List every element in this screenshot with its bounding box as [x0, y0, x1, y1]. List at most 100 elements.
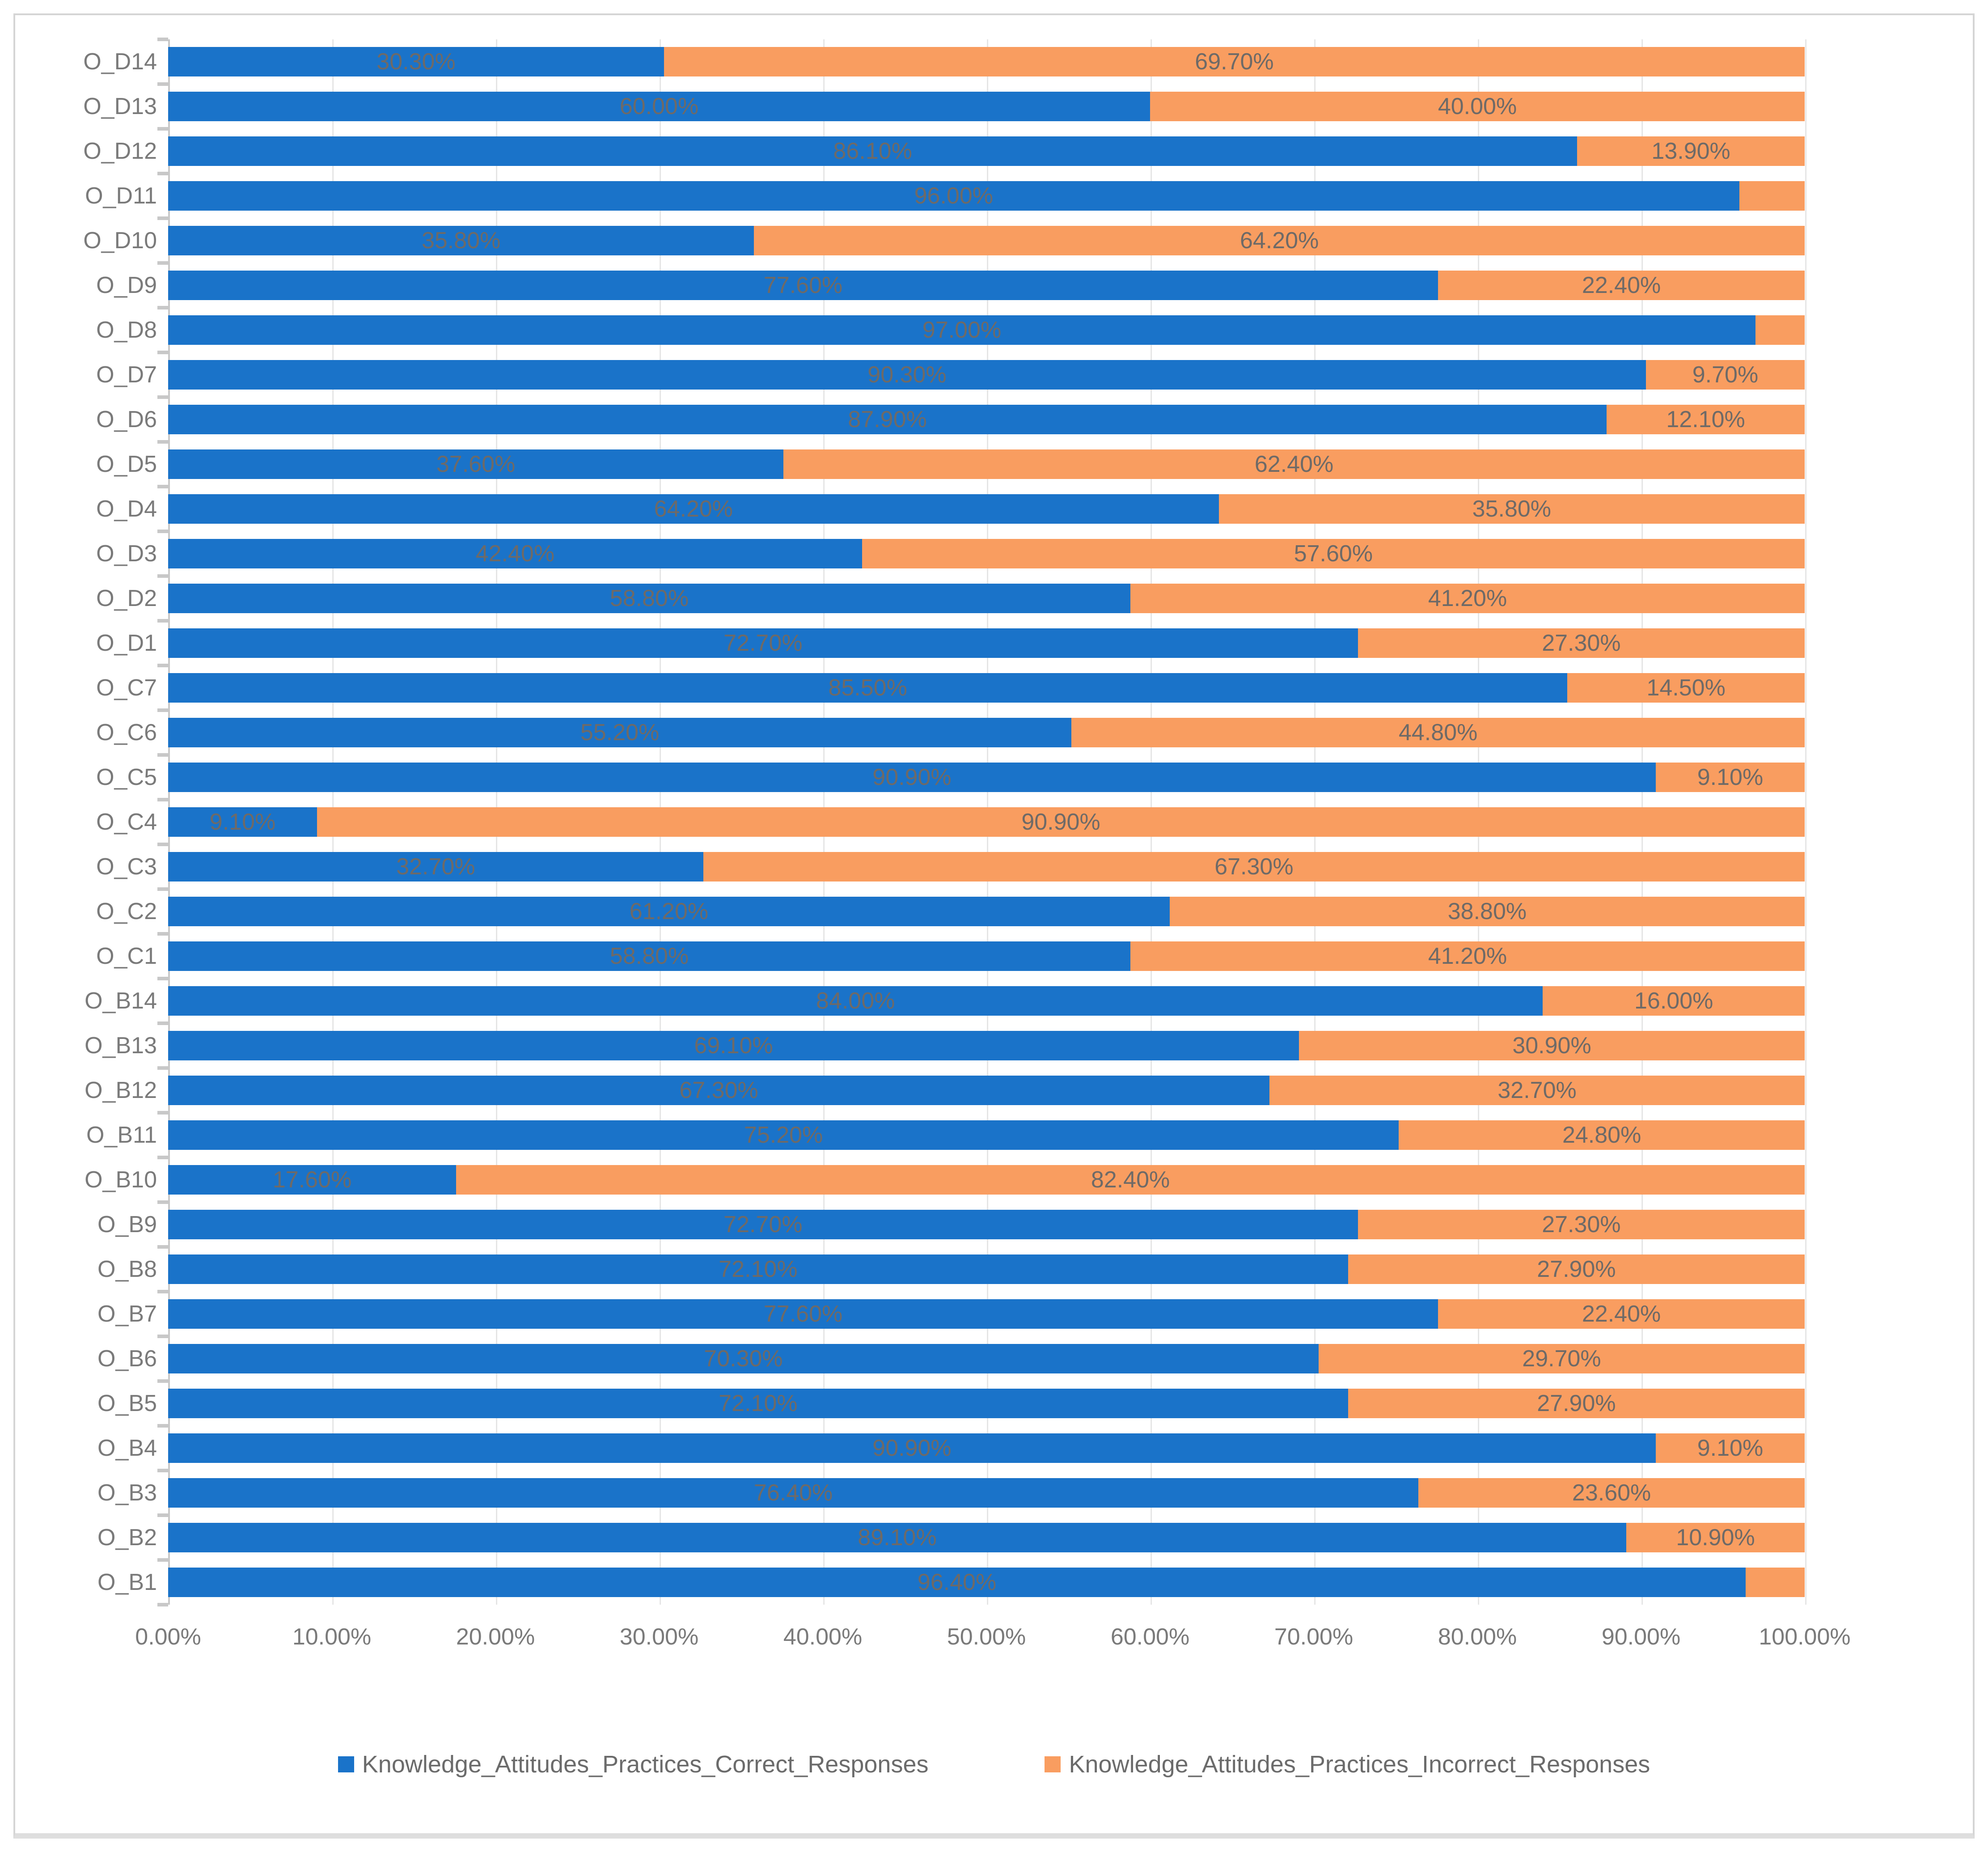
- bar-value-label: 16.00%: [1634, 988, 1713, 1014]
- bar-value-label: 85.50%: [828, 675, 907, 701]
- incorrect-bar-segment: 13.90%: [1577, 136, 1805, 166]
- x-axis-tick-label: 30.00%: [619, 1624, 699, 1650]
- correct-bar-segment: 75.20%: [168, 1120, 1399, 1150]
- bar-row: O_C1 58.80% 41.20%: [15, 934, 1973, 979]
- category-label: O_B10: [85, 1167, 157, 1193]
- category-label: O_B7: [97, 1301, 157, 1327]
- bar-row: O_D13 60.00% 40.00%: [15, 84, 1973, 129]
- bar-value-label: 90.90%: [872, 764, 952, 790]
- bar-value-label: 82.40%: [1091, 1167, 1170, 1193]
- bar-value-label: 9.10%: [1697, 764, 1764, 790]
- category-label: O_D7: [96, 362, 157, 388]
- bar-track: 42.40% 57.60%: [168, 539, 1805, 568]
- bar-track: 35.80% 64.20%: [168, 226, 1805, 255]
- bar-row: O_B12 67.30% 32.70%: [15, 1068, 1973, 1113]
- bar-value-label: 64.20%: [1239, 228, 1319, 254]
- x-axis-tick-label: 10.00%: [292, 1624, 372, 1650]
- legend-swatch-correct-icon: [338, 1756, 354, 1772]
- x-axis-tick-label: 90.00%: [1601, 1624, 1681, 1650]
- bar-value-label: 35.80%: [1472, 496, 1552, 522]
- incorrect-bar-segment: 38.80%: [1169, 897, 1805, 926]
- bar-value-label: 72.70%: [723, 1212, 803, 1237]
- bar-value-label: 27.30%: [1542, 630, 1621, 656]
- bar-value-label: 22.40%: [1582, 1301, 1661, 1327]
- correct-bar-segment: 58.80%: [168, 584, 1131, 613]
- incorrect-bar-segment: [1746, 1568, 1805, 1597]
- x-axis-tick-label: 60.00%: [1110, 1624, 1190, 1650]
- x-axis-tick-label: 80.00%: [1438, 1624, 1517, 1650]
- bar-value-label: 37.60%: [436, 451, 516, 477]
- incorrect-bar-segment: 10.90%: [1626, 1523, 1805, 1552]
- bar-row: O_D1 72.70% 27.30%: [15, 621, 1973, 665]
- bar-value-label: 30.30%: [376, 49, 456, 75]
- category-label: O_B5: [97, 1390, 157, 1416]
- bar-value-label: 38.80%: [1447, 898, 1527, 924]
- bar-track: 70.30% 29.70%: [168, 1344, 1805, 1373]
- bar-row: O_C6 55.20% 44.80%: [15, 710, 1973, 755]
- bar-value-label: 77.60%: [763, 1301, 843, 1327]
- bar-row: O_D2 58.80% 41.20%: [15, 576, 1973, 621]
- correct-bar-segment: 72.10%: [168, 1389, 1348, 1418]
- incorrect-bar-segment: 27.30%: [1358, 628, 1805, 658]
- incorrect-bar-segment: 40.00%: [1150, 92, 1805, 121]
- bar-row: O_D3 42.40% 57.60%: [15, 531, 1973, 576]
- bar-value-label: 72.70%: [723, 630, 803, 656]
- bar-row: O_B14 84.00% 16.00%: [15, 979, 1973, 1023]
- incorrect-bar-segment: 90.90%: [317, 807, 1805, 837]
- bar-track: 69.10% 30.90%: [168, 1031, 1805, 1060]
- bar-value-label: 90.30%: [867, 362, 947, 388]
- category-label: O_B9: [97, 1212, 157, 1237]
- incorrect-bar-segment: 22.40%: [1438, 271, 1805, 300]
- bar-value-label: 77.60%: [763, 272, 843, 298]
- bar-row: O_B11 75.20% 24.80%: [15, 1113, 1973, 1157]
- category-label: O_C6: [96, 720, 157, 746]
- correct-bar-segment: 55.20%: [168, 718, 1072, 747]
- bar-value-label: 35.80%: [421, 228, 501, 254]
- correct-bar-segment: 42.40%: [168, 539, 862, 568]
- bar-track: 77.60% 22.40%: [168, 271, 1805, 300]
- bar-track: 90.30% 9.70%: [168, 360, 1805, 390]
- incorrect-bar-segment: 9.10%: [1655, 763, 1805, 792]
- bar-row: O_B6 70.30% 29.70%: [15, 1336, 1973, 1381]
- incorrect-bar-segment: 64.20%: [754, 226, 1805, 255]
- bar-value-label: 69.70%: [1195, 49, 1274, 75]
- correct-bar-segment: 97.00%: [168, 315, 1756, 345]
- bar-row: O_B8 72.10% 27.90%: [15, 1247, 1973, 1292]
- bar-track: 77.60% 22.40%: [168, 1299, 1805, 1329]
- incorrect-bar-segment: 12.10%: [1607, 405, 1805, 434]
- correct-bar-segment: 89.10%: [168, 1523, 1627, 1552]
- correct-bar-segment: 72.10%: [168, 1254, 1348, 1284]
- bar-row: O_B7 77.60% 22.40%: [15, 1292, 1973, 1336]
- correct-bar-segment: 69.10%: [168, 1031, 1299, 1060]
- category-label: O_B11: [86, 1122, 157, 1148]
- incorrect-bar-segment: 30.90%: [1299, 1031, 1805, 1060]
- bar-value-label: 22.40%: [1582, 272, 1661, 298]
- x-axis-tick-label: 40.00%: [783, 1624, 863, 1650]
- bar-row: O_C3 32.70% 67.30%: [15, 844, 1973, 889]
- bar-row: O_D5 37.60% 62.40%: [15, 442, 1973, 487]
- category-label: O_D8: [96, 317, 157, 343]
- bar-track: 86.10% 13.90%: [168, 136, 1805, 166]
- correct-bar-segment: 17.60%: [168, 1165, 457, 1195]
- legend-swatch-incorrect-icon: [1045, 1756, 1061, 1772]
- bar-track: 64.20% 35.80%: [168, 494, 1805, 524]
- incorrect-bar-segment: 9.70%: [1645, 360, 1805, 390]
- category-label: O_C5: [96, 764, 157, 790]
- correct-bar-segment: 90.90%: [168, 763, 1656, 792]
- incorrect-bar-segment: 41.20%: [1130, 584, 1805, 613]
- bar-row: O_B3 76.40% 23.60%: [15, 1471, 1973, 1515]
- category-label: O_D10: [83, 228, 157, 254]
- incorrect-bar-segment: 32.70%: [1269, 1076, 1805, 1105]
- bar-row: O_B10 17.60% 82.40%: [15, 1157, 1973, 1202]
- correct-bar-segment: 85.50%: [168, 673, 1568, 703]
- category-label: O_D4: [96, 496, 157, 522]
- bar-value-label: 60.00%: [619, 93, 699, 119]
- legend-label-correct: Knowledge_Attitudes_Practices_Correct_Re…: [362, 1751, 929, 1778]
- bar-row: O_D4 64.20% 35.80%: [15, 487, 1973, 531]
- correct-bar-segment: 35.80%: [168, 226, 754, 255]
- correct-bar-segment: 96.00%: [168, 181, 1739, 211]
- bar-value-label: 27.90%: [1537, 1390, 1616, 1416]
- correct-bar-segment: 76.40%: [168, 1478, 1419, 1508]
- bar-value-label: 58.80%: [609, 585, 689, 611]
- correct-bar-segment: 70.30%: [168, 1344, 1319, 1373]
